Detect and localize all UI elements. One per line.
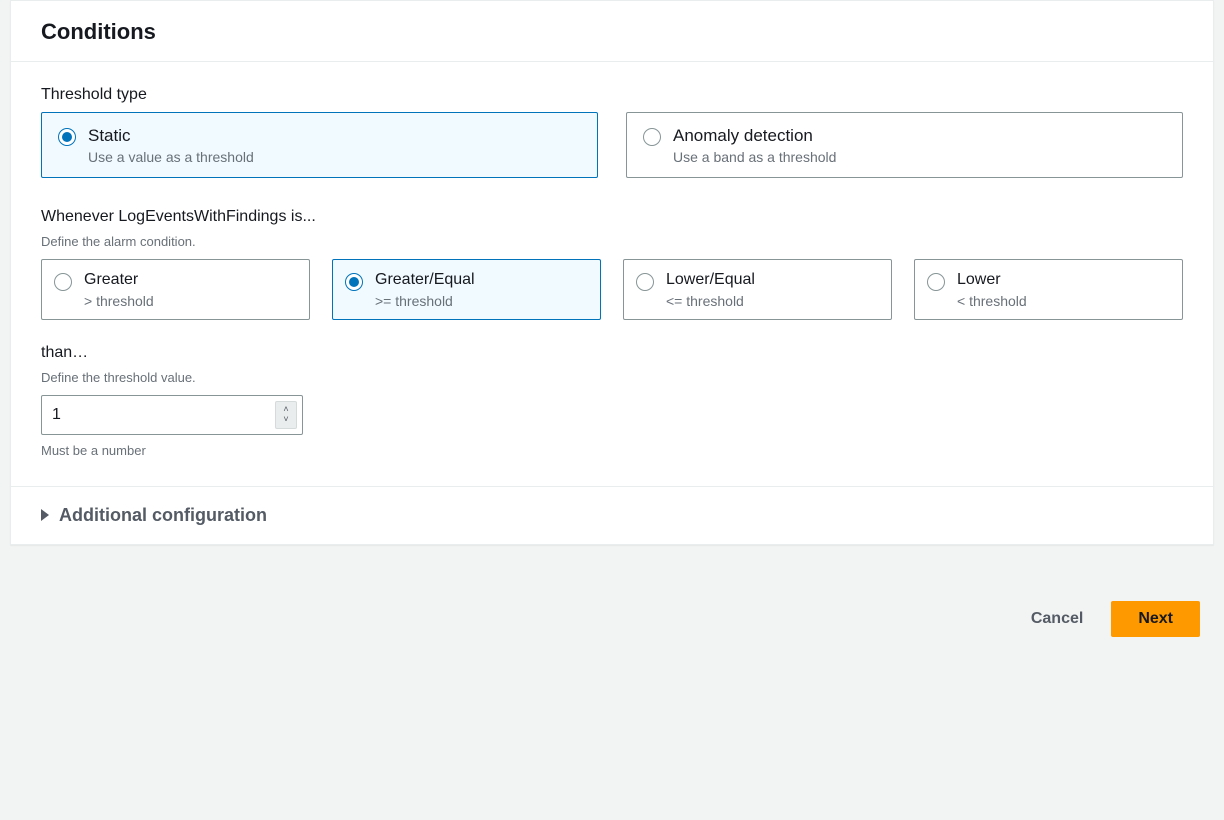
radio-title: Anomaly detection xyxy=(673,125,836,147)
radio-desc: <= threshold xyxy=(666,293,755,309)
panel-header: Conditions xyxy=(11,1,1213,62)
threshold-value-input[interactable] xyxy=(41,395,303,435)
chevron-down-icon: ˅ xyxy=(283,415,288,425)
conditions-panel: Conditions Threshold type Static Use a v… xyxy=(10,0,1214,545)
next-button[interactable]: Next xyxy=(1111,601,1200,637)
radio-title: Lower xyxy=(957,270,1027,291)
radio-desc: > threshold xyxy=(84,293,154,309)
radio-icon xyxy=(636,273,654,291)
page-root: Conditions Threshold type Static Use a v… xyxy=(0,0,1224,657)
threshold-value-hint: Define the threshold value. xyxy=(41,370,1183,385)
condition-hint: Define the alarm condition. xyxy=(41,234,1183,249)
condition-greater[interactable]: Greater > threshold xyxy=(41,259,310,320)
threshold-type-group: Static Use a value as a threshold Anomal… xyxy=(41,112,1183,178)
number-stepper[interactable]: ˄ ˅ xyxy=(275,401,297,429)
radio-icon xyxy=(345,273,363,291)
radio-icon xyxy=(54,273,72,291)
cancel-button[interactable]: Cancel xyxy=(1021,602,1093,636)
radio-desc: Use a band as a threshold xyxy=(673,149,836,165)
condition-lower-equal[interactable]: Lower/Equal <= threshold xyxy=(623,259,892,320)
threshold-value-wrap: ˄ ˅ xyxy=(41,395,303,435)
condition-greater-equal[interactable]: Greater/Equal >= threshold xyxy=(332,259,601,320)
threshold-type-anomaly[interactable]: Anomaly detection Use a band as a thresh… xyxy=(626,112,1183,178)
threshold-value-label: than… xyxy=(41,344,1183,362)
panel-body: Threshold type Static Use a value as a t… xyxy=(11,62,1213,544)
radio-title: Greater xyxy=(84,270,154,291)
radio-desc: < threshold xyxy=(957,293,1027,309)
additional-configuration-expander[interactable]: Additional configuration xyxy=(11,487,1213,544)
radio-title: Greater/Equal xyxy=(375,270,475,291)
caret-right-icon xyxy=(41,509,49,521)
radio-title: Lower/Equal xyxy=(666,270,755,291)
threshold-value-after-hint: Must be a number xyxy=(41,443,1183,458)
wizard-footer: Cancel Next xyxy=(10,545,1214,647)
radio-desc: >= threshold xyxy=(375,293,475,309)
radio-desc: Use a value as a threshold xyxy=(88,149,254,165)
condition-label: Whenever LogEventsWithFindings is... xyxy=(41,208,1183,226)
condition-group: Greater > threshold Greater/Equal >= thr… xyxy=(41,259,1183,320)
radio-icon xyxy=(58,128,76,146)
threshold-type-static[interactable]: Static Use a value as a threshold xyxy=(41,112,598,178)
expander-label: Additional configuration xyxy=(59,505,267,526)
condition-lower[interactable]: Lower < threshold xyxy=(914,259,1183,320)
threshold-type-label: Threshold type xyxy=(41,86,1183,104)
radio-icon xyxy=(927,273,945,291)
radio-icon xyxy=(643,128,661,146)
panel-title: Conditions xyxy=(41,19,1183,45)
radio-title: Static xyxy=(88,125,254,147)
